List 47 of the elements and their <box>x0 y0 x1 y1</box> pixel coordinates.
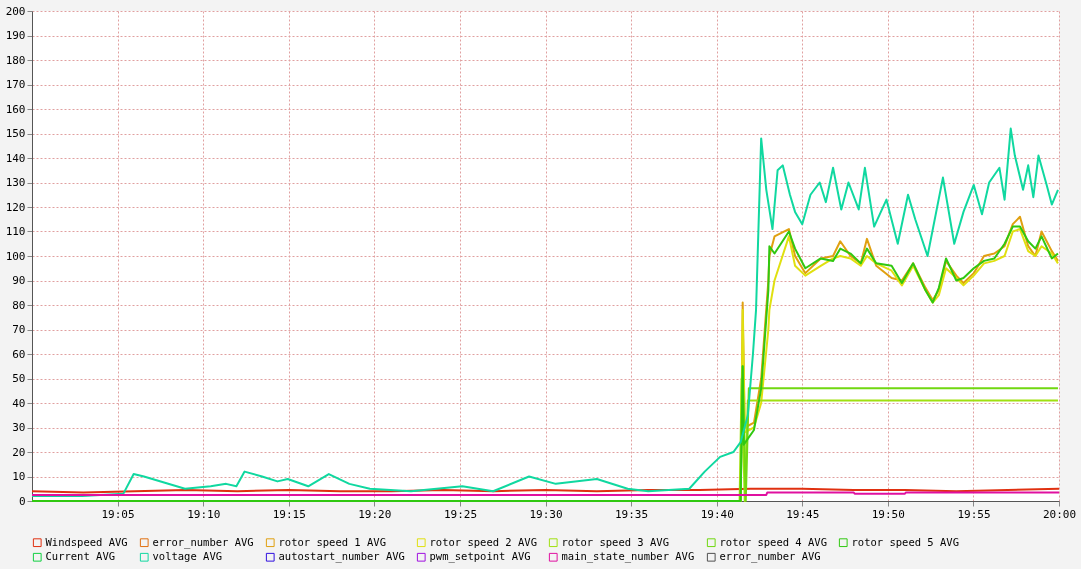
y-tick-label: 160 <box>5 102 26 116</box>
x-tick-label: 19:40 <box>700 507 734 521</box>
line-series <box>31 127 1059 498</box>
y-tick-label: 200 <box>5 4 26 18</box>
y-tick-label: 10 <box>12 470 26 483</box>
y-tick-label: 40 <box>12 396 26 410</box>
y-tick-label: 30 <box>12 421 26 434</box>
y-tick-label: 170 <box>5 78 26 91</box>
legend-label: error_number AVG <box>719 550 821 564</box>
x-tick-label: 19:55 <box>957 507 991 521</box>
x-tick-label: 19:35 <box>614 507 649 521</box>
legend-label: Windspeed AVG <box>45 535 128 548</box>
y-tick-label: 100 <box>5 249 26 263</box>
y-tick-label: 50 <box>12 372 26 385</box>
legend-label: rotor speed 2 AVG <box>429 535 537 548</box>
y-tick-label: 120 <box>5 200 26 214</box>
legend-label: voltage AVG <box>152 550 223 563</box>
legend-label: pwm_setpoint AVG <box>429 550 531 564</box>
legend-label: autostart_number AVG <box>278 550 405 564</box>
y-tick-label: 60 <box>12 347 26 361</box>
y-tick-label: 180 <box>5 53 26 67</box>
x-tick-label: 19:30 <box>529 507 563 521</box>
x-tick-label: 19:50 <box>871 507 905 521</box>
legend-label: rotor speed 5 AVG <box>851 535 959 548</box>
x-tick-label: 19:25 <box>443 507 478 521</box>
x-tick-label: 19:10 <box>187 507 221 521</box>
x-tick-label: 19:05 <box>101 507 135 521</box>
legend-label: rotor speed 3 AVG <box>561 535 669 548</box>
y-tick-label: 130 <box>5 176 26 189</box>
legend-label: rotor speed 4 AVG <box>719 535 827 548</box>
y-tick-label: 70 <box>12 323 26 336</box>
legend-label: main_state_number AVG <box>561 550 695 564</box>
legend-label: error_number AVG <box>152 535 254 549</box>
x-tick-label: 19:20 <box>358 507 392 521</box>
y-tick-label: 90 <box>12 274 26 287</box>
y-tick-label: 190 <box>5 29 26 42</box>
y-tick-label: 80 <box>12 298 26 312</box>
y-tick-label: 150 <box>5 127 26 140</box>
x-tick-label: 19:45 <box>786 507 820 521</box>
legend-label: rotor speed 1 AVG <box>278 535 386 548</box>
y-tick-label: 140 <box>5 151 26 165</box>
y-tick-label: 0 <box>18 494 26 508</box>
legend-label: Current AVG <box>45 550 116 563</box>
y-tick-label: 110 <box>5 225 26 238</box>
y-tick-label: 20 <box>12 445 26 459</box>
x-tick-label: 20:00 <box>1042 507 1077 521</box>
x-tick-label: 19:15 <box>272 507 306 521</box>
